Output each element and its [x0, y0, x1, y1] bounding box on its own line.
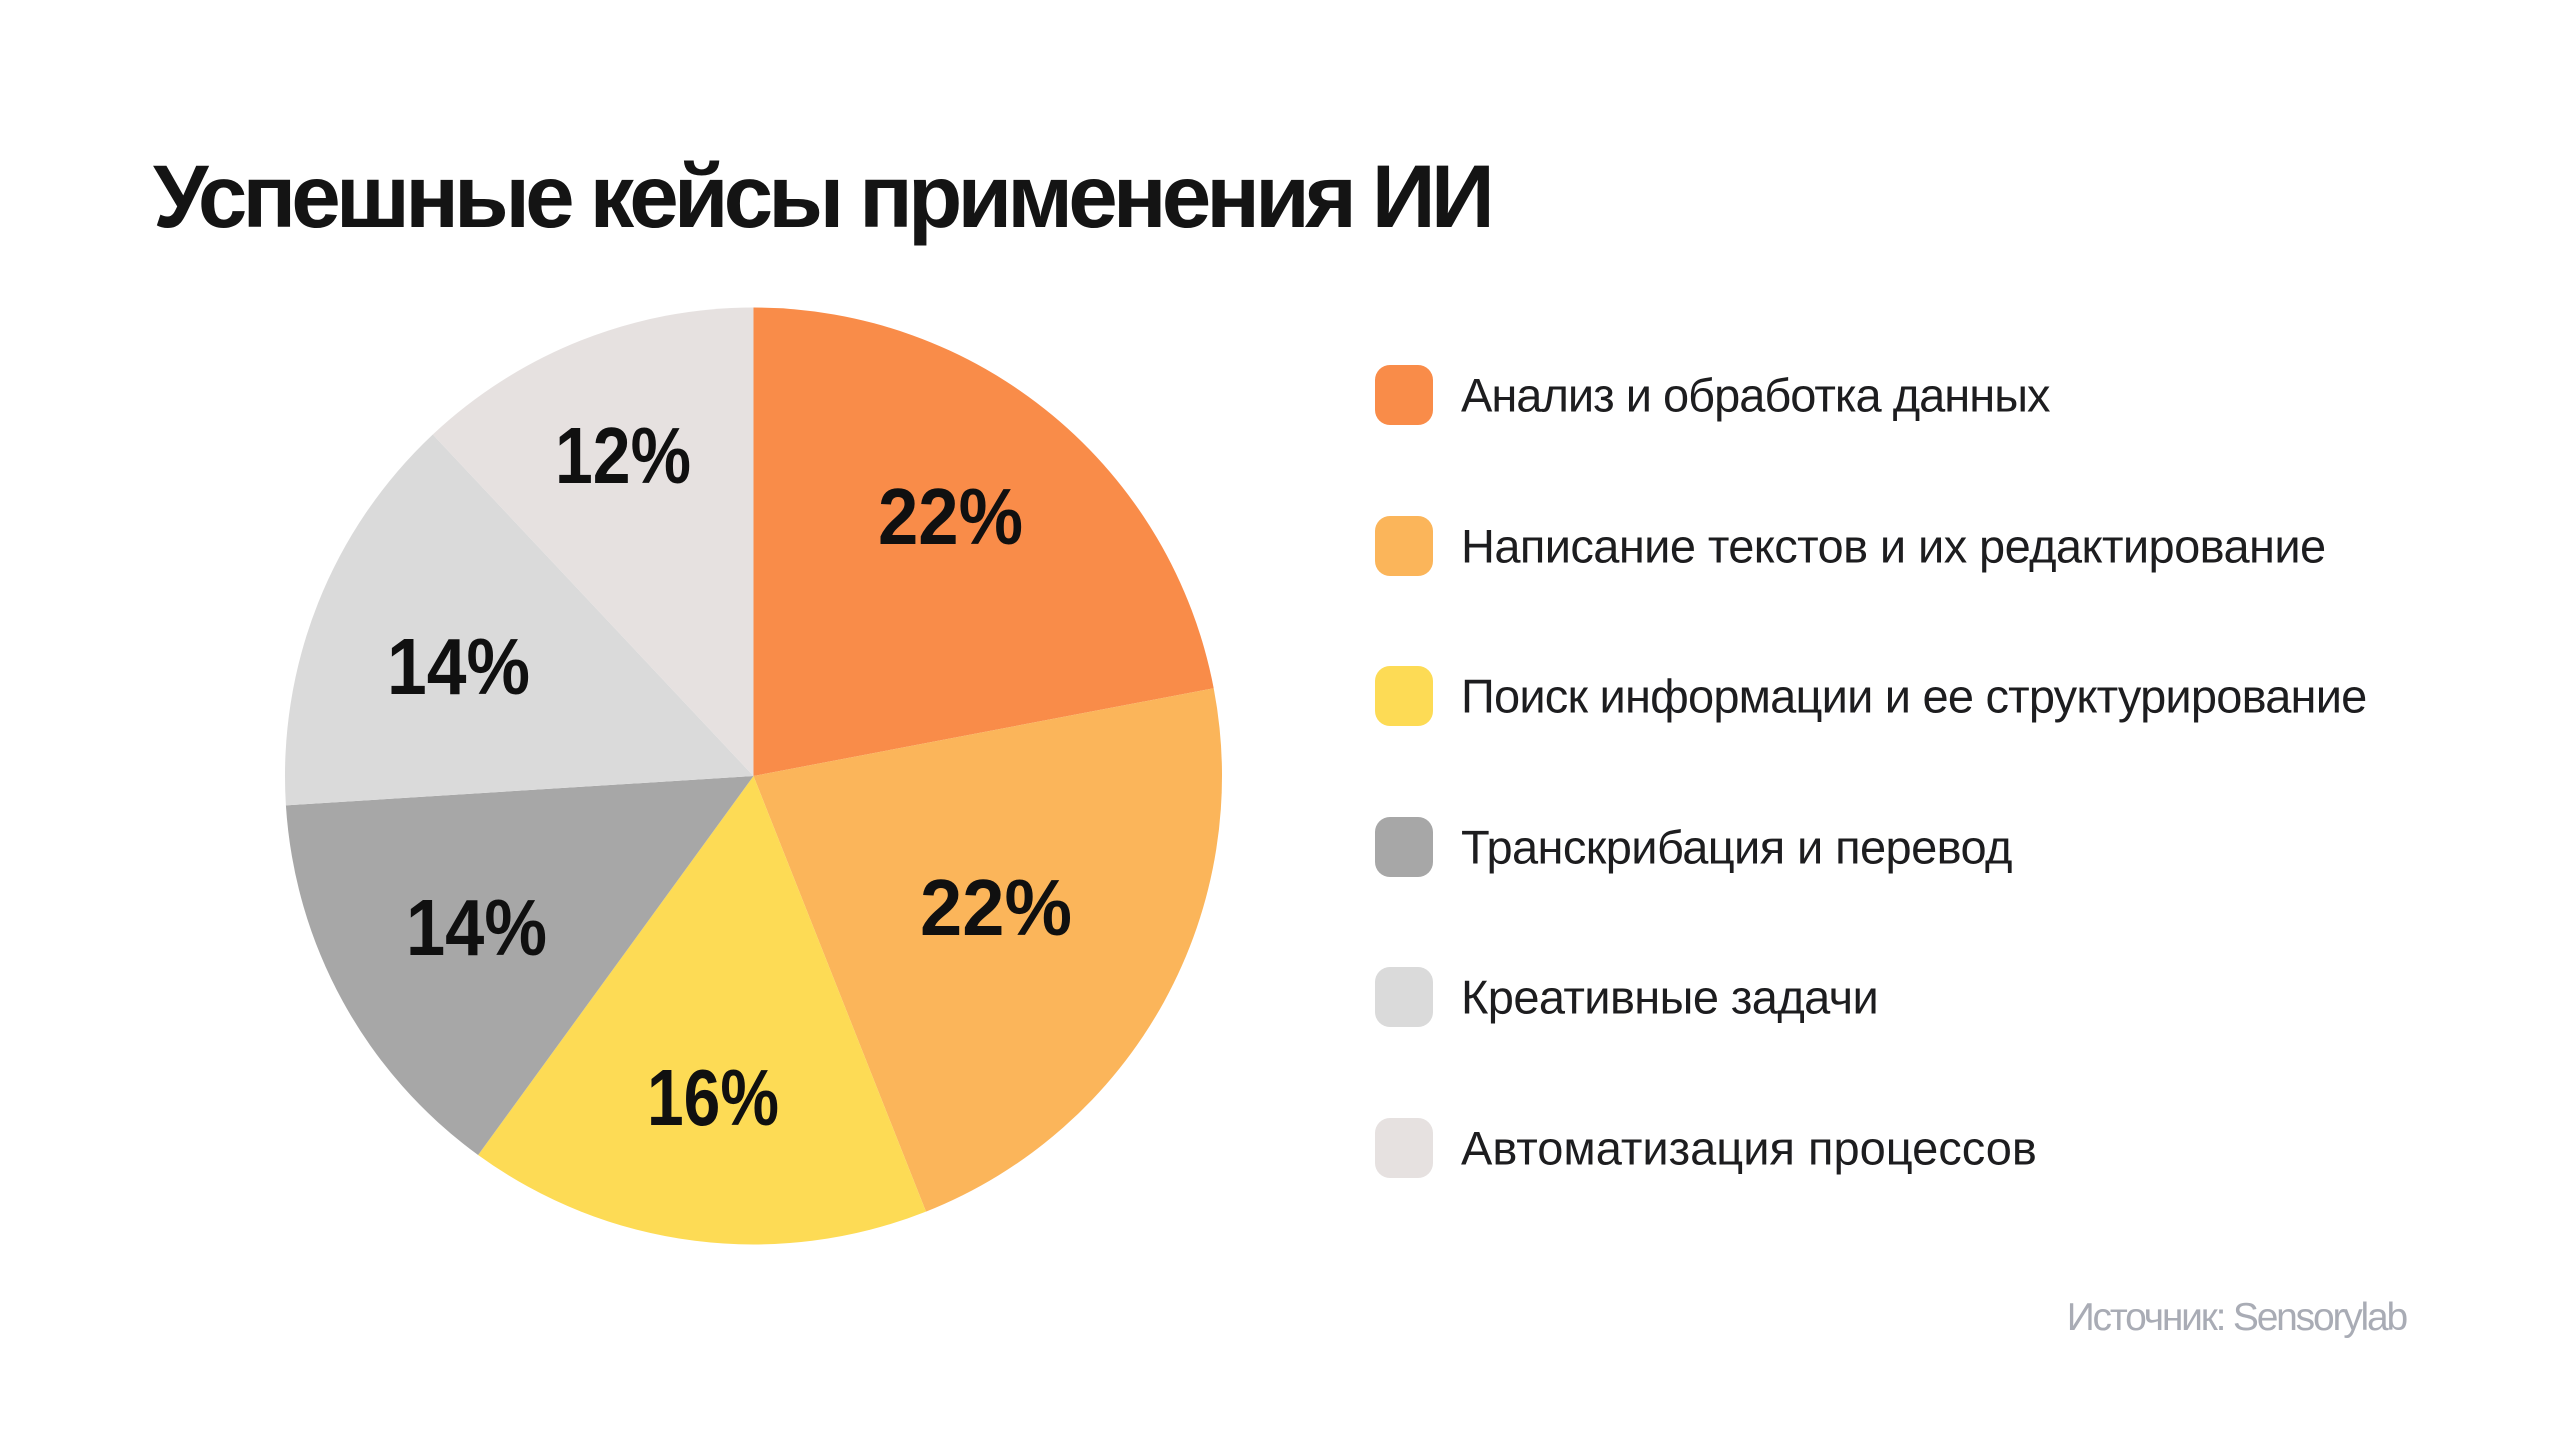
svg-text:22%: 22% — [920, 863, 1072, 952]
svg-text:22%: 22% — [878, 472, 1023, 561]
svg-text:12%: 12% — [555, 411, 691, 500]
svg-text:16%: 16% — [647, 1053, 779, 1142]
svg-text:14%: 14% — [387, 622, 530, 711]
svg-text:14%: 14% — [406, 883, 547, 972]
